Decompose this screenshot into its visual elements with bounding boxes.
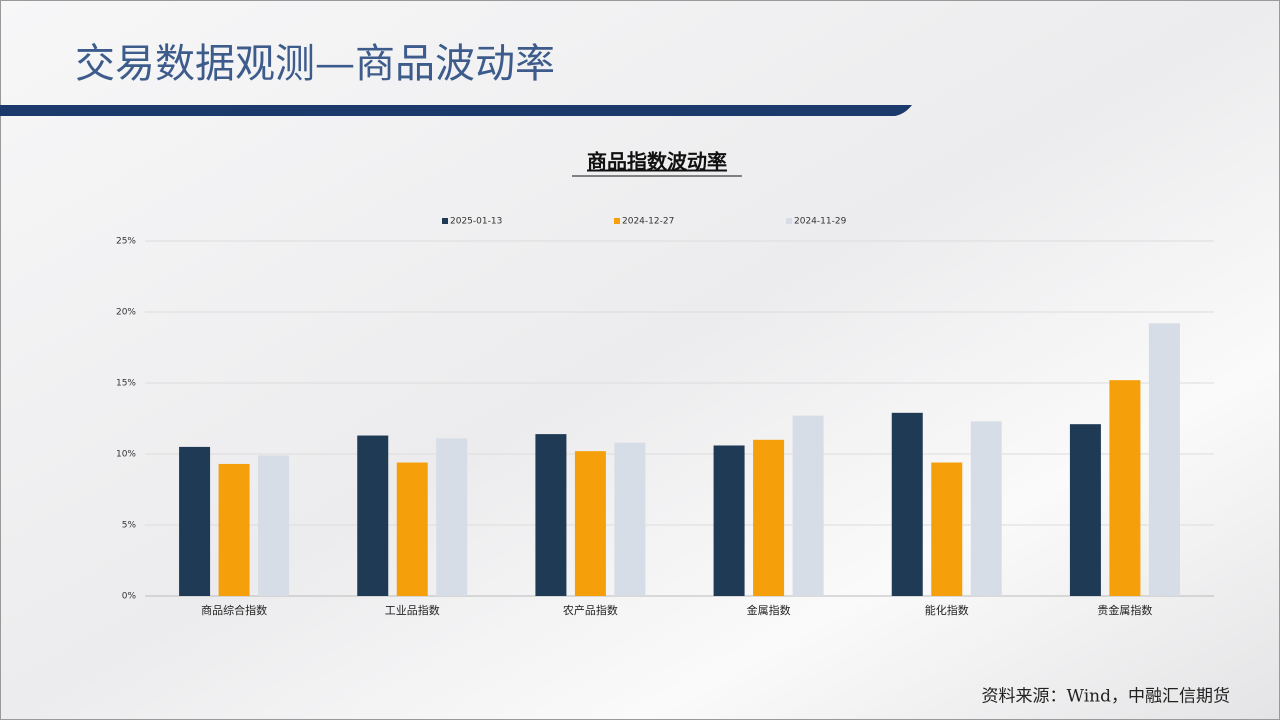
legend-swatch — [786, 218, 792, 224]
bar — [792, 415, 824, 596]
legend-label: 2024-11-29 — [794, 217, 847, 227]
y-tick-label: 0% — [122, 592, 137, 602]
y-tick-label: 10% — [116, 450, 136, 460]
header-bar — [0, 105, 912, 116]
y-tick-label: 20% — [116, 308, 136, 318]
legend-swatch — [614, 218, 620, 224]
legend-label: 2024-12-27 — [622, 217, 674, 227]
slide-title: 交易数据观测—商品波动率 — [75, 41, 555, 87]
bar — [1069, 424, 1101, 596]
chart-title: 商品指数波动率 — [587, 150, 727, 174]
x-tick-label: 商品综合指数 — [201, 603, 267, 617]
x-tick-label: 工业品指数 — [385, 603, 440, 617]
x-tick-label: 贵金属指数 — [1097, 603, 1152, 617]
bar — [891, 412, 923, 596]
x-tick-label: 能化指数 — [925, 603, 969, 617]
x-tick-label: 金属指数 — [747, 603, 791, 617]
bar — [931, 462, 963, 596]
legend-swatch — [442, 218, 448, 224]
bar — [179, 446, 211, 596]
bar — [357, 435, 389, 596]
bar — [713, 445, 745, 596]
x-tick-label: 农产品指数 — [563, 603, 618, 617]
bar — [535, 434, 567, 596]
y-tick-label: 15% — [116, 379, 136, 389]
bar — [1109, 380, 1141, 596]
source-note: 资料来源：Wind，中融汇信期货 — [982, 687, 1230, 707]
bar — [614, 442, 646, 596]
y-tick-label: 5% — [122, 521, 137, 531]
bar — [1148, 323, 1180, 596]
bar — [970, 421, 1002, 596]
legend-label: 2025-01-13 — [450, 217, 502, 227]
bar — [396, 462, 428, 596]
bar — [574, 451, 606, 596]
bar — [258, 455, 290, 596]
bar — [753, 439, 785, 596]
y-tick-label: 25% — [116, 237, 136, 247]
bar — [436, 438, 468, 596]
bar — [218, 463, 250, 596]
